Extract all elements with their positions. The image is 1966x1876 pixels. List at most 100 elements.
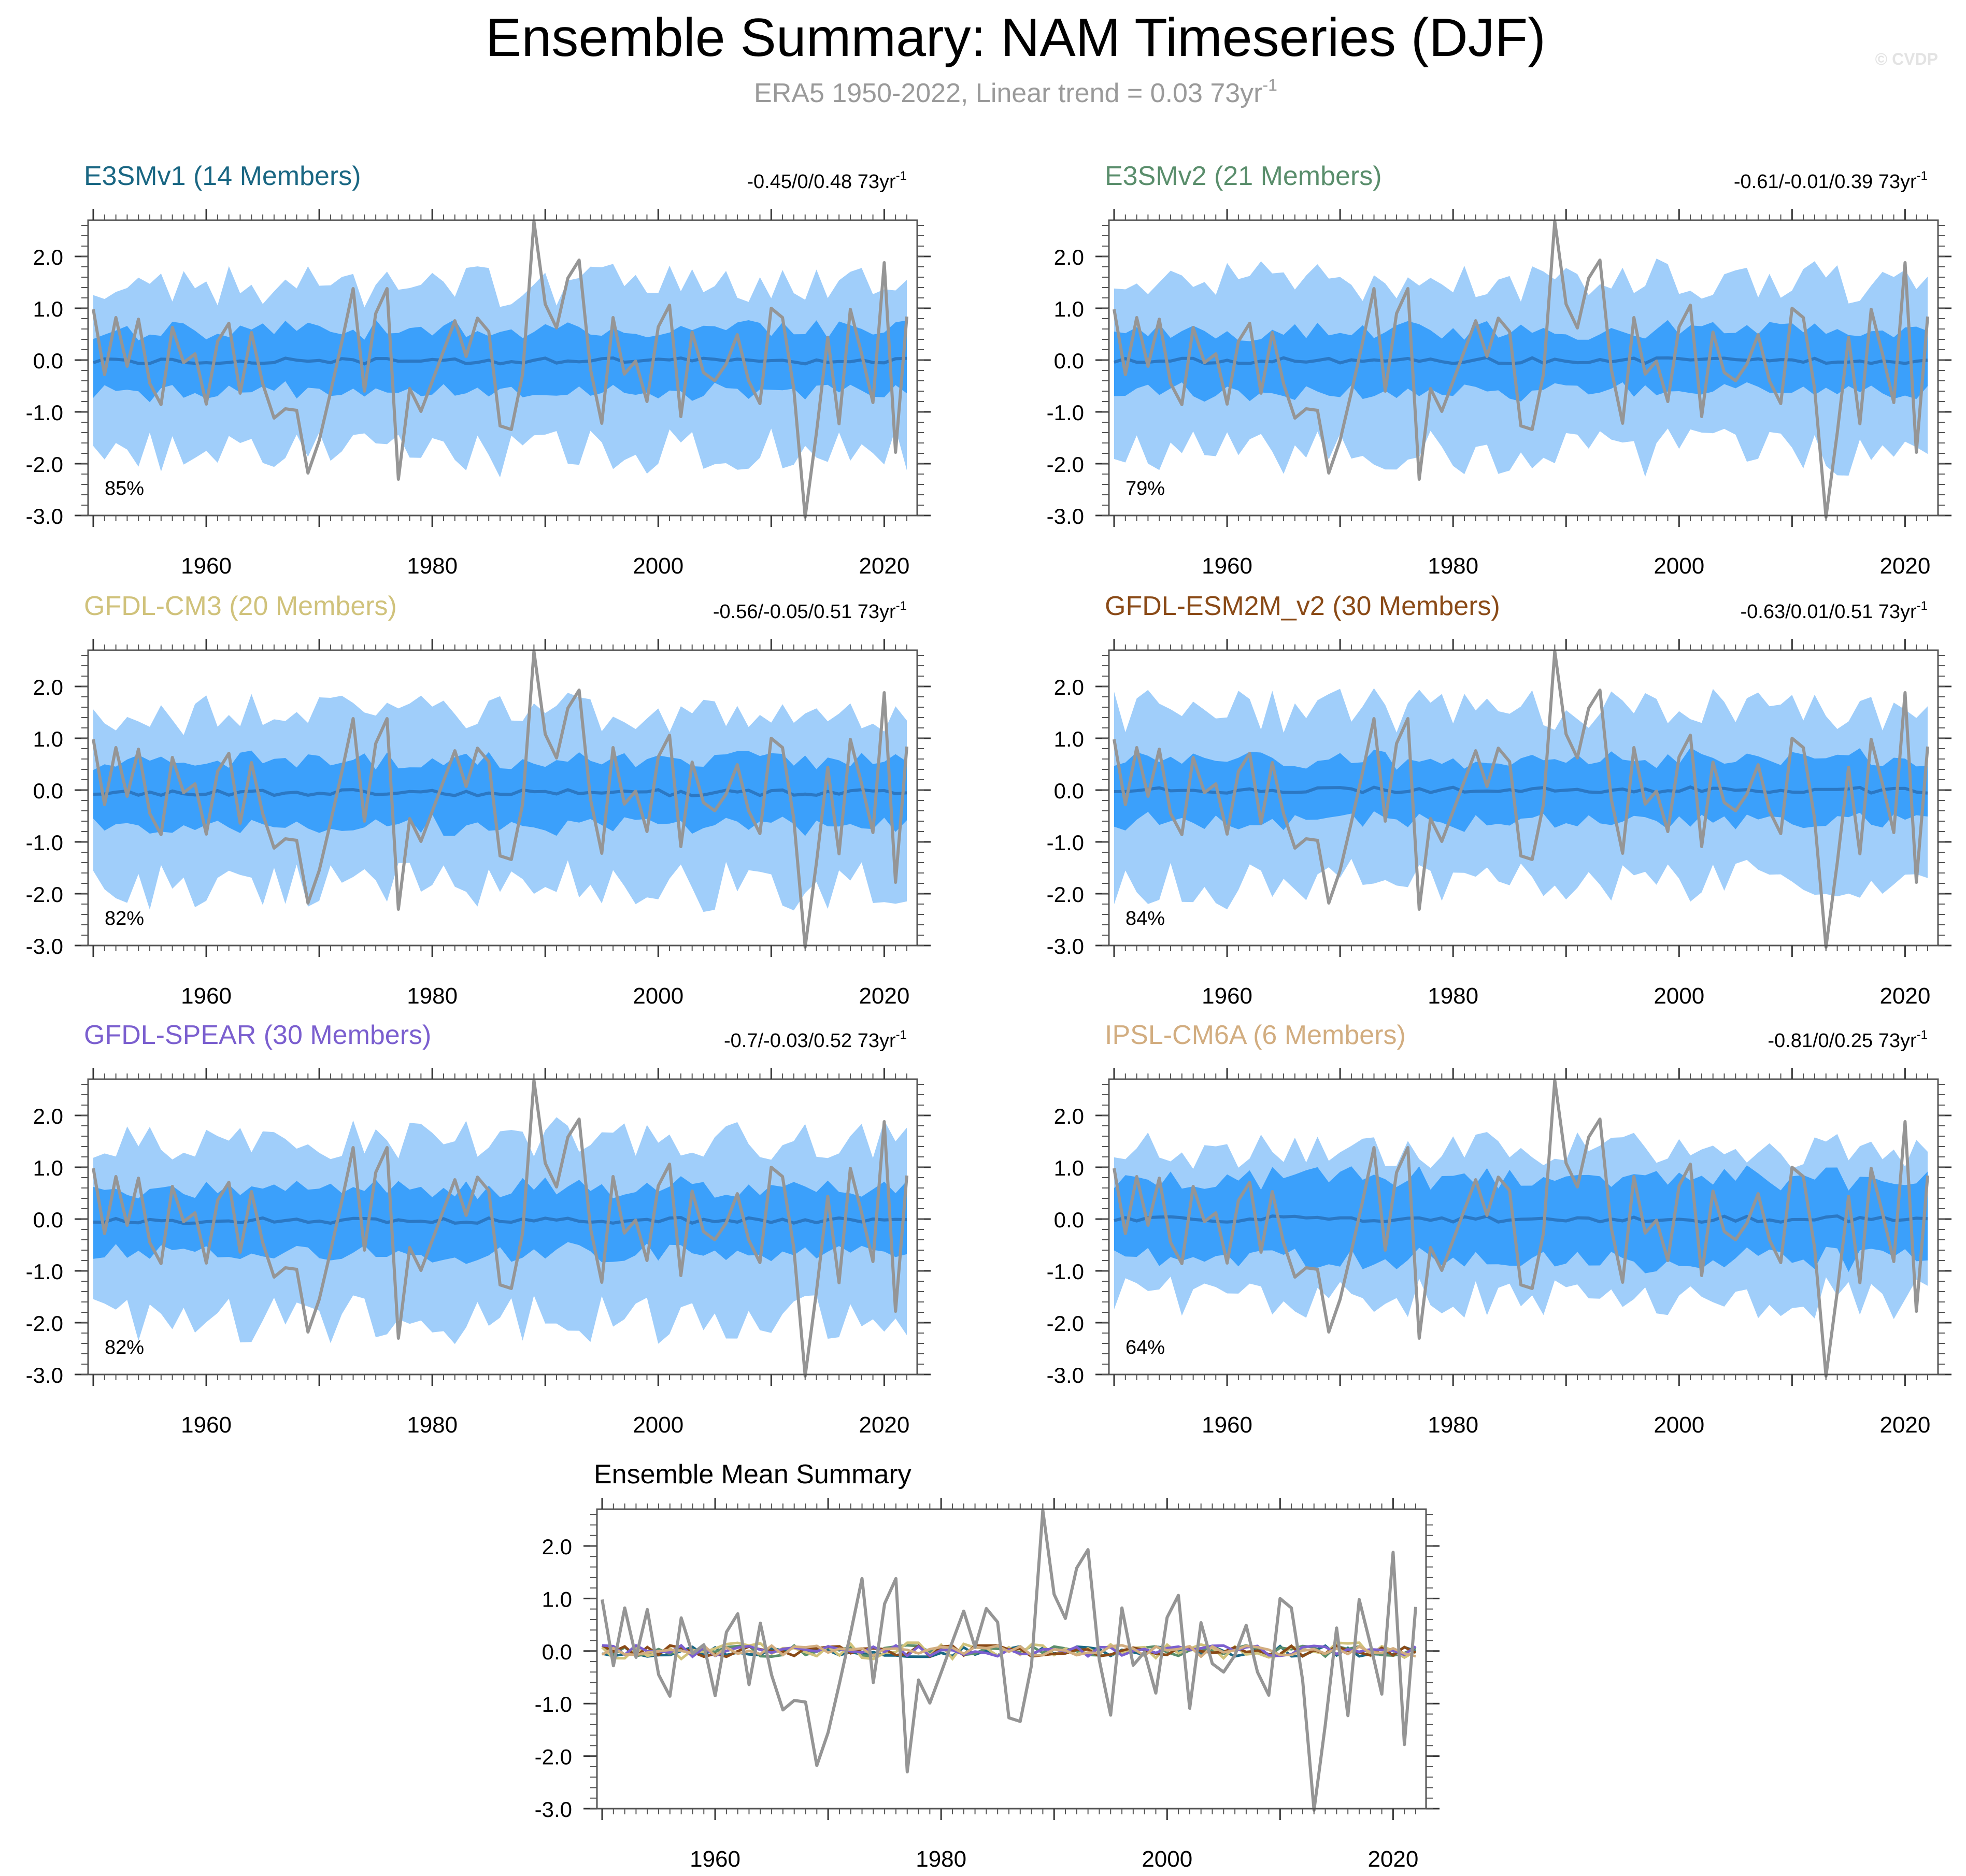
panels-group: 2.0 1.0 0.0 -1.0 -2.0 -3.0 1960 1980 2000 2020 E3S… <box>26 161 1951 1438</box>
plot-frame <box>87 649 918 947</box>
y-tick-label: -2.0 <box>26 1311 63 1336</box>
plot-frame <box>1108 1078 1939 1376</box>
y-tick-label: -1.0 <box>26 400 63 425</box>
panel-range-sup: -1 <box>1917 1028 1928 1042</box>
y-tick-label: 0.0 <box>1054 349 1084 373</box>
panel-range-text: -0.7/-0.03/0.52 73yr <box>724 1030 896 1052</box>
panel-range: -0.45/0/0.48 73yr-1 <box>747 169 907 193</box>
inner-spread-band <box>1114 320 1928 402</box>
ensemble-mean-line <box>1114 1214 1928 1224</box>
y-tick-label: -1.0 <box>1047 1259 1084 1284</box>
x-tick-label: 2000 <box>633 553 683 579</box>
panel-ipsl-cm6a: 2.0 1.0 0.0 -1.0 -2.0 -3.0 1960 1980 2000 2020 IPS… <box>1047 1020 1951 1438</box>
panel-percent: 82% <box>105 1337 144 1358</box>
x-tick-label: 1960 <box>1202 1412 1252 1438</box>
y-tick-label: 2.0 <box>542 1535 572 1559</box>
ensemble-mean-line <box>93 356 907 366</box>
panel-range: -0.81/0/0.25 73yr-1 <box>1768 1028 1928 1052</box>
y-tick-label: 2.0 <box>33 245 63 269</box>
y-tick-label: 2.0 <box>33 675 63 699</box>
y-tick-label: -3.0 <box>535 1797 572 1822</box>
x-tick-label: 1960 <box>690 1846 740 1872</box>
ensemble-mean-line <box>1114 355 1928 365</box>
x-tick-label: 1960 <box>1202 553 1252 579</box>
panel-gfdl-spear: 2.0 1.0 0.0 -1.0 -2.0 -3.0 1960 1980 2000 2020 GFD… <box>26 1020 931 1438</box>
inner-spread-band <box>93 319 907 403</box>
panel-percent: 79% <box>1126 478 1165 499</box>
y-tick-label: 1.0 <box>1054 1156 1084 1180</box>
y-tick-label: 1.0 <box>1054 297 1084 321</box>
panel-range-sup: -1 <box>1917 169 1928 183</box>
panel-title: GFDL-CM3 (20 Members) <box>84 591 397 621</box>
panel-title: GFDL-SPEAR (30 Members) <box>84 1020 431 1050</box>
observation-line <box>92 220 908 519</box>
y-tick-label: -3.0 <box>1047 504 1084 528</box>
summary-title: Ensemble Mean Summary <box>594 1459 911 1490</box>
y-tick-label: -1.0 <box>26 830 63 855</box>
y-tick-label: 0.0 <box>1054 1208 1084 1232</box>
figure-subtitle: ERA5 1950-2022, Linear trend = 0.03 73yr… <box>754 76 1277 108</box>
y-tick-label: 0.0 <box>1054 779 1084 803</box>
x-tick-label: 2020 <box>1879 553 1930 579</box>
panel-range-text: -0.81/0/0.25 73yr <box>1768 1030 1917 1052</box>
panel-range: -0.61/-0.01/0.39 73yr-1 <box>1734 169 1928 193</box>
x-tick-label: 2000 <box>1654 553 1704 579</box>
observation-line <box>1113 1079 1929 1378</box>
panel-percent: 85% <box>105 478 144 499</box>
x-tick-label: 2020 <box>1879 983 1930 1009</box>
x-tick-label: 1980 <box>407 553 458 579</box>
ensemble-mean-line <box>1114 785 1928 795</box>
y-tick-label: -2.0 <box>26 882 63 907</box>
y-tick-label: 2.0 <box>1054 675 1084 699</box>
panel-title: E3SMv2 (21 Members) <box>1105 161 1382 191</box>
y-tick-label: 0.0 <box>33 1208 63 1232</box>
y-tick-label: -3.0 <box>26 504 63 528</box>
x-tick-label: 1960 <box>181 983 232 1009</box>
y-tick-label: 1.0 <box>33 727 63 751</box>
y-tick-label: 2.0 <box>1054 1104 1084 1128</box>
summary-panel: 2.0 1.0 0.0 -1.0 -2.0 -3.0 1960 1980 2000 2020 Ens… <box>535 1459 1440 1872</box>
x-tick-label: 2020 <box>859 1412 909 1438</box>
x-tick-label: 2020 <box>859 983 909 1009</box>
y-tick-label: 1.0 <box>1054 727 1084 751</box>
y-tick-label: -3.0 <box>1047 934 1084 958</box>
x-tick-label: 2020 <box>859 553 909 579</box>
y-tick-label: 0.0 <box>542 1640 572 1664</box>
plot-frame <box>596 1508 1427 1810</box>
x-tick-label: 2000 <box>1654 1412 1704 1438</box>
y-tick-label: -1.0 <box>1047 830 1084 855</box>
panel-range-text: -0.56/-0.05/0.51 73yr <box>713 601 896 623</box>
y-tick-label: -3.0 <box>26 1363 63 1387</box>
x-tick-label: 1960 <box>181 553 232 579</box>
y-tick-label: 2.0 <box>33 1104 63 1128</box>
panel-title: IPSL-CM6A (6 Members) <box>1105 1020 1406 1050</box>
y-tick-label: -1.0 <box>535 1692 572 1716</box>
panel-range-text: -0.63/0.01/0.51 73yr <box>1741 601 1917 623</box>
subtitle-sup: -1 <box>1263 76 1277 94</box>
panel-percent: 84% <box>1126 908 1165 929</box>
y-tick-label: 1.0 <box>33 1156 63 1180</box>
x-tick-label: 1980 <box>1428 1412 1478 1438</box>
y-tick-label: -2.0 <box>1047 452 1084 477</box>
x-tick-label: 1980 <box>916 1846 966 1872</box>
summary-model-mean-line <box>601 1644 1416 1658</box>
y-tick-label: -2.0 <box>26 452 63 477</box>
y-tick-label: -1.0 <box>26 1259 63 1284</box>
x-tick-label: 1980 <box>1428 983 1478 1009</box>
y-tick-label: -1.0 <box>1047 400 1084 425</box>
ensemble-mean-line <box>93 788 907 798</box>
y-tick-label: 0.0 <box>33 349 63 373</box>
subtitle-text: ERA5 1950-2022, Linear trend = 0.03 73yr <box>754 78 1262 108</box>
y-tick-label: 1.0 <box>33 297 63 321</box>
watermark: © CVDP <box>1875 50 1938 68</box>
panel-range-sup: -1 <box>1917 599 1928 613</box>
panel-gfdl-esm2m-v2: 2.0 1.0 0.0 -1.0 -2.0 -3.0 1960 1980 2000 2020 GFD… <box>1047 591 1951 1009</box>
x-tick-label: 1960 <box>181 1412 232 1438</box>
panel-range-text: -0.61/-0.01/0.39 73yr <box>1734 171 1917 193</box>
x-tick-label: 2000 <box>1654 983 1704 1009</box>
y-tick-label: -2.0 <box>535 1745 572 1769</box>
plot-frame <box>1108 649 1939 947</box>
x-tick-label: 2020 <box>1367 1846 1418 1872</box>
panel-e3smv1: 2.0 1.0 0.0 -1.0 -2.0 -3.0 1960 1980 2000 2020 E3S… <box>26 161 931 579</box>
